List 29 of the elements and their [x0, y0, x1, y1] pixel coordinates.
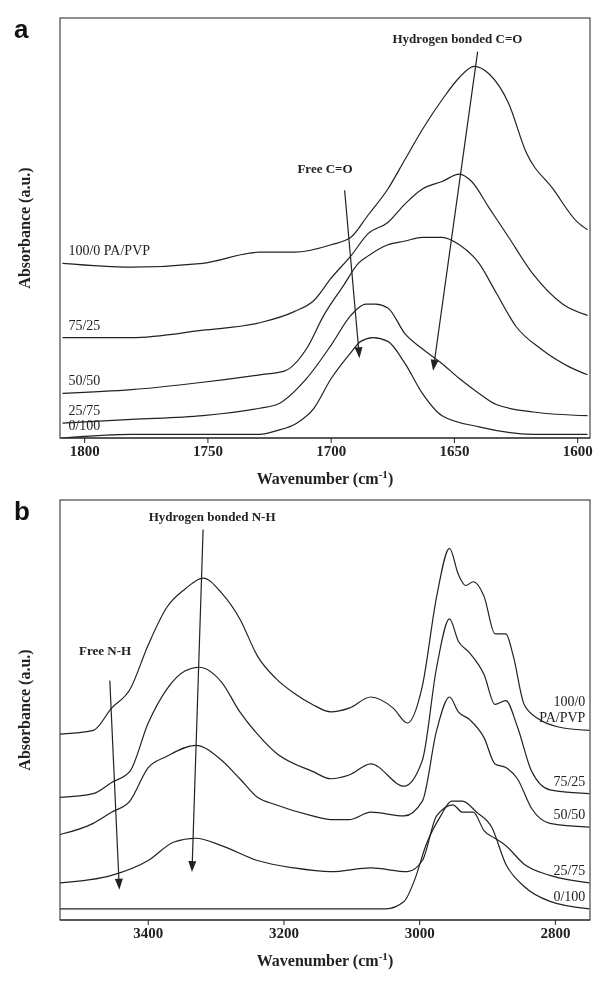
x-tick-label: 1800 — [69, 442, 100, 459]
y-axis-title: Absorbance (a.u.) — [16, 167, 34, 289]
x-tick-label: 1700 — [316, 442, 347, 459]
series-label: 25/75 — [68, 403, 101, 419]
x-tick-label: 3400 — [133, 924, 164, 941]
chart-title: a — [14, 14, 29, 44]
x-axis-title: Wavenumber (cm$^{-1}$) — [256, 468, 394, 488]
x-tick-label: 3000 — [404, 924, 435, 941]
annotation: Free C=O — [297, 161, 353, 177]
series-label: 50/50 — [553, 807, 586, 823]
x-tick-label: 2800 — [540, 924, 571, 941]
series-label: 0/100 — [553, 888, 586, 904]
x-tick-label: 1650 — [439, 442, 470, 459]
series-label: 75/25 — [553, 773, 586, 789]
x-tick-label: 3200 — [268, 924, 299, 941]
y-axis-title: Absorbance (a.u.) — [16, 649, 34, 771]
series-label: 25/75 — [553, 862, 586, 878]
text: Hydrogen bonded C=O — [392, 31, 523, 47]
series-label: 75/25 — [68, 317, 101, 333]
annotation: Free N-H — [79, 643, 132, 659]
series-label: 100/0 PA/PVP — [68, 243, 151, 259]
series-label: 0/100 — [68, 418, 101, 433]
x-tick-label: 1600 — [562, 442, 593, 459]
text: Hydrogen bonded N-H — [148, 509, 276, 524]
series-label: 100/0 PA/PVP — [539, 694, 586, 726]
chart-title: b — [14, 496, 30, 526]
series-label: 50/50 — [68, 373, 101, 389]
x-tick-label: 1750 — [192, 442, 223, 459]
x-axis-title: Wavenumber (cm$^{-1}$) — [256, 950, 394, 970]
